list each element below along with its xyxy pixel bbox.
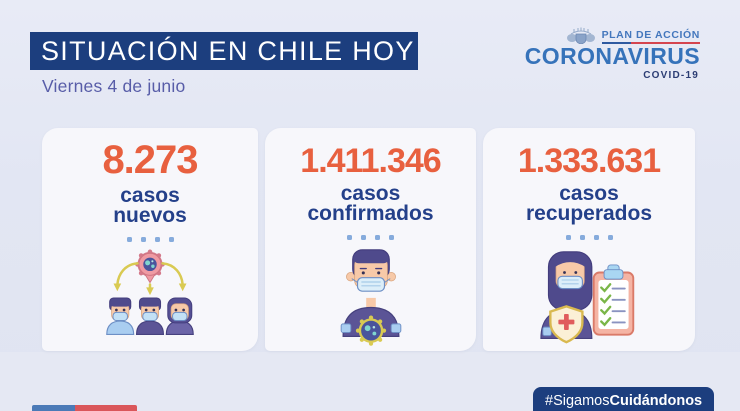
covid19-label: COVID-19 <box>643 70 699 81</box>
page-title-text: SITUACIÓN EN CHILE HOY <box>41 36 415 66</box>
flag-red-segment <box>75 405 137 411</box>
stat-card-new-cases: 8.273 casos nuevos <box>42 128 258 351</box>
dots-decoration <box>565 235 613 240</box>
coronavirus-brand-label: CORONAVIRUS <box>524 43 700 69</box>
underline-red-segment <box>631 42 700 44</box>
new-cases-label: casos nuevos <box>113 184 187 227</box>
coronavirus-action-plan-logo: PLAN DE ACCIÓN CORONAVIRUS COVID-19 <box>525 27 700 81</box>
government-crest-icon <box>566 27 595 44</box>
date-label: Viernes 4 de junio <box>42 76 186 96</box>
stat-card-confirmed-cases: 1.411.346 casos confirmados <box>265 128 476 351</box>
hashtag-bold: Cuidándonos <box>609 393 703 409</box>
nurse-shield-checklist-icon <box>540 251 635 344</box>
page-title: SITUACIÓN EN CHILE HOY <box>30 32 418 70</box>
recovered-cases-value: 1.333.631 <box>517 142 661 180</box>
new-cases-value: 8.273 <box>102 138 198 182</box>
stat-card-recovered-cases: 1.333.631 casos recuperados <box>483 128 695 351</box>
stat-cards-row: 8.273 casos nuevos <box>42 128 695 351</box>
dots-decoration <box>126 237 174 242</box>
masked-person-with-virus-icon <box>340 249 401 346</box>
dots-decoration <box>347 235 394 240</box>
flag-blue-segment <box>32 405 75 411</box>
plan-de-accion-label: PLAN DE ACCIÓN <box>601 29 700 41</box>
underline-blue-segment <box>601 42 632 44</box>
chile-flag-strip <box>32 405 137 411</box>
virus-spread-to-people-icon <box>106 249 194 336</box>
confirmed-cases-value: 1.411.346 <box>300 142 441 180</box>
flag-colors-underline <box>601 42 700 44</box>
confirmed-cases-label: casos confirmados <box>307 182 434 225</box>
hashtag-regular: #Sigamos <box>545 393 610 409</box>
hashtag-badge: #SigamosCuidándonos <box>533 387 715 411</box>
recovered-cases-label: casos recuperados <box>525 182 653 225</box>
